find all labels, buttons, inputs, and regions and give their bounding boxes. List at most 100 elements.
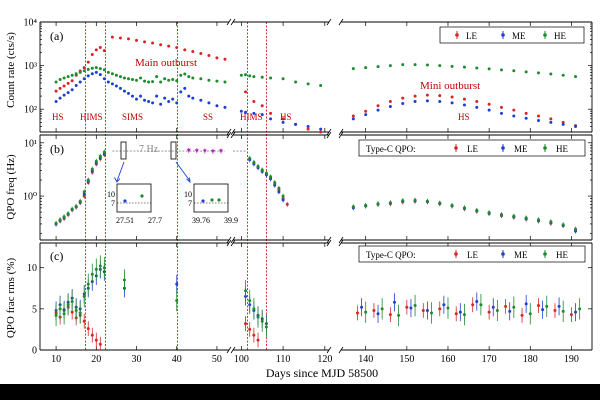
point-a-LE-42 [425, 93, 429, 97]
point-a-HE-31 [179, 73, 183, 77]
state-label-hs-1: HS [52, 112, 64, 122]
point-a-HE-51 [376, 65, 380, 69]
point-a-LE-8 [86, 60, 90, 64]
state-label-hims-1: HIMS [80, 112, 103, 122]
point-a-HE-12 [102, 68, 106, 72]
legend-c-label-he: HE [556, 250, 568, 260]
ytick-label-a-2: 10⁴ [24, 18, 38, 29]
legend-b-frame [358, 139, 586, 157]
point-a-ME-64 [549, 120, 553, 124]
zoom-arrow-2 [175, 161, 191, 182]
xtick-label-30: 30 [132, 354, 142, 365]
point-a-ME-47 [319, 127, 323, 131]
axis-break-c-0-1-1 [230, 346, 236, 354]
point-c-HE-21 [364, 310, 368, 314]
point-a-LE-41 [413, 94, 417, 98]
point-a-HE-6 [78, 70, 82, 74]
point-a-HE-29 [171, 77, 175, 81]
point-a-LE-36 [351, 114, 355, 118]
point-c-HE-23 [397, 313, 401, 317]
point-a-ME-38 [223, 105, 227, 109]
point-c-ME-27 [458, 310, 462, 314]
xtick-label-100: 100 [234, 354, 249, 365]
zoom-arrow-1-head [114, 177, 121, 183]
point-a-HE-47 [306, 82, 310, 86]
point-b-HE-2 [62, 215, 66, 219]
panel-b-segment-0-frame [39, 134, 229, 241]
point-a-HE-43 [260, 75, 264, 79]
point-a-ME-13 [106, 80, 110, 84]
point-c-HE-4 [70, 299, 74, 303]
point-a-LE-22 [183, 48, 187, 52]
axis-break-a-0-0-1 [230, 18, 236, 26]
legend-c-marker-me [501, 250, 505, 258]
point-a-ME-37 [215, 104, 219, 108]
point-c-LE-29 [569, 313, 573, 317]
point-a-LE-1 [58, 86, 62, 90]
point-c-HE-10 [94, 267, 98, 271]
point-b-HE-34 [499, 213, 503, 217]
point-b-HE-10 [94, 159, 98, 163]
point-c-LE-16 [355, 311, 359, 315]
panel-letter-a: (a) [50, 29, 63, 43]
point-c-LE-7 [82, 319, 86, 323]
point-c-LE-20 [421, 308, 425, 312]
panel-b-segment-2-frame [341, 134, 593, 241]
point-a-ME-51 [388, 105, 392, 109]
point-a-HE-9 [90, 66, 94, 70]
point-b-ME-20 [277, 190, 281, 194]
xtick-label-20: 20 [91, 354, 101, 365]
point-a-HE-52 [388, 64, 392, 68]
point-a-LE-15 [126, 37, 130, 41]
series-b-magenta [186, 147, 223, 154]
legend-b-label-le: LE [467, 144, 478, 154]
point-c-HE-6 [78, 311, 82, 315]
point-b-HE-16 [260, 168, 264, 172]
axis-break-a-0-1-1 [230, 128, 236, 136]
xtick-label-190: 190 [564, 354, 579, 365]
point-a-HE-10 [94, 66, 98, 70]
inset-1-point-he [140, 194, 144, 198]
point-a-HE-59 [475, 66, 479, 70]
point-a-HE-38 [223, 80, 227, 84]
point-b-HE-0 [54, 221, 58, 225]
point-a-ME-46 [306, 125, 310, 129]
point-a-LE-37 [364, 109, 368, 113]
point-a-HE-33 [187, 75, 191, 79]
point-b-HE-22 [351, 205, 355, 209]
point-c-HE-7 [82, 295, 86, 298]
point-a-LE-17 [143, 40, 147, 44]
point-c-HE-14 [175, 299, 179, 303]
point-c-ME-24 [409, 306, 413, 310]
point-c-ME-26 [442, 303, 446, 307]
point-c-HE-22 [380, 307, 384, 311]
point-c-HE-1 [58, 307, 62, 311]
point-a-HE-2 [62, 76, 66, 80]
point-c-LE-24 [487, 310, 491, 314]
point-a-LE-51 [537, 114, 541, 118]
point-b-magenta-2 [202, 149, 207, 154]
point-a-HE-61 [499, 68, 503, 72]
point-a-HE-46 [294, 80, 298, 84]
point-a-HE-60 [487, 67, 491, 71]
point-a-HE-40 [244, 73, 248, 77]
point-b-HE-31 [462, 206, 466, 210]
point-a-HE-23 [147, 80, 151, 84]
point-a-ME-56 [450, 101, 454, 105]
point-a-ME-32 [183, 86, 187, 90]
point-a-HE-24 [151, 80, 155, 84]
point-a-ME-57 [462, 103, 466, 107]
axis-break-a-1-0-0 [326, 18, 332, 26]
point-a-ME-24 [151, 101, 155, 105]
panel-c-segment-0-frame [39, 242, 229, 351]
point-a-LE-9 [90, 52, 94, 56]
point-c-LE-14 [252, 333, 256, 337]
point-a-HE-18 [126, 77, 130, 81]
ylabel-count-rate: Count rate (cts/s) [5, 32, 17, 108]
point-b-magenta-1 [194, 149, 199, 153]
point-a-ME-44 [281, 120, 285, 124]
point-a-LE-28 [244, 90, 248, 94]
legend-b-title: Type-C QPO: [366, 144, 416, 154]
point-a-ME-43 [269, 117, 273, 121]
point-c-HE-11 [98, 264, 102, 268]
